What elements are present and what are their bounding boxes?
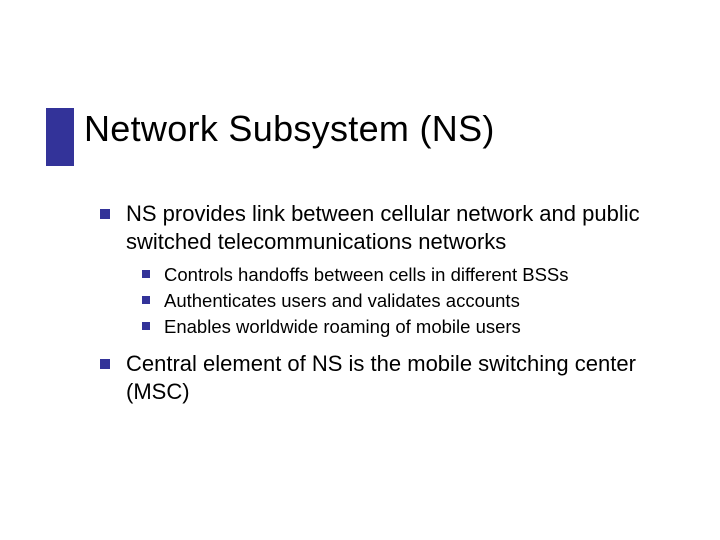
bullet-text: Controls handoffs between cells in diffe… <box>164 263 569 286</box>
bullet-text: Authenticates users and validates accoun… <box>164 289 520 312</box>
bullet-text: NS provides link between cellular networ… <box>126 200 660 255</box>
bullet-level2: Authenticates users and validates accoun… <box>142 289 660 312</box>
bullet-marker-icon <box>142 270 150 278</box>
bullet-marker-icon <box>142 296 150 304</box>
bullet-text: Central element of NS is the mobile swit… <box>126 350 660 405</box>
slide-title: Network Subsystem (NS) <box>84 108 495 150</box>
bullet-level2: Enables worldwide roaming of mobile user… <box>142 315 660 338</box>
bullet-level1: NS provides link between cellular networ… <box>100 200 660 255</box>
bullet-level1: Central element of NS is the mobile swit… <box>100 350 660 405</box>
bullet-marker-icon <box>100 359 110 369</box>
title-accent-bar <box>46 108 74 166</box>
bullet-level2: Controls handoffs between cells in diffe… <box>142 263 660 286</box>
bullet-text: Enables worldwide roaming of mobile user… <box>164 315 521 338</box>
bullet-marker-icon <box>100 209 110 219</box>
bullet-marker-icon <box>142 322 150 330</box>
slide: Network Subsystem (NS) NS provides link … <box>0 0 720 540</box>
sublist: Controls handoffs between cells in diffe… <box>142 263 660 338</box>
slide-content: NS provides link between cellular networ… <box>100 200 660 413</box>
